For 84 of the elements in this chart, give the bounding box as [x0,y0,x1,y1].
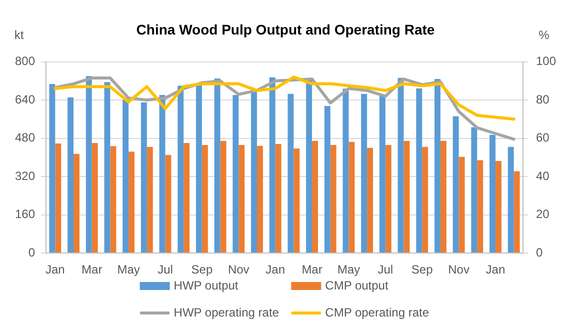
y2-tick-label: 60 [536,130,550,145]
bar [361,94,368,252]
bar [458,156,465,252]
bar [288,94,294,252]
bar [294,148,300,252]
bar [74,154,80,252]
bar [104,82,110,252]
x-tick-label: Jul [158,262,173,277]
y-tick-label: 480 [14,130,36,145]
bar [495,160,502,252]
bar [342,88,349,252]
x-tick-label: Jan [486,262,506,277]
bar [452,116,459,252]
x-tick-label: May [337,262,360,277]
bar [128,152,135,252]
bar [404,140,410,252]
bar [140,102,147,252]
x-tick-label: Mar [302,262,322,277]
y2-tick-label: 0 [536,245,543,260]
y2-tick-label: 40 [536,168,550,183]
bar [422,146,428,252]
bar [238,144,245,252]
bar [416,88,422,252]
bar [202,144,208,252]
bar [55,144,62,252]
bar [440,140,446,252]
bar [184,143,190,252]
bar [477,160,484,252]
bar [514,171,520,252]
bar [232,95,239,252]
bar [146,146,153,252]
bar [275,144,282,252]
bar [324,106,330,252]
bar [159,95,166,252]
bar [508,146,514,252]
bar [92,143,98,252]
x-tick-label: Jul [378,262,394,277]
bar [220,140,226,252]
y-tick-label: 160 [14,207,36,222]
y2-tick-label: 20 [536,207,550,222]
bar [110,146,116,252]
chart-title: China Wood Pulp Output and Operating Rate [136,21,435,38]
bar [385,144,392,252]
bar [269,77,276,252]
x-tick-label: Nov [228,262,250,277]
x-tick-label: Jan [266,262,286,277]
y-tick-label: 0 [28,245,36,260]
bar [256,146,263,252]
bar [165,155,172,252]
legend-label: CMP output [325,278,389,292]
x-tick-label: Sep [411,262,434,277]
bar [214,78,220,252]
bar [330,144,336,252]
bar [86,76,92,252]
y-axis-title: kt [14,28,24,42]
bar [367,148,374,252]
y-tick-label: 800 [14,54,36,68]
y2-tick-label: 80 [536,92,550,106]
bar [434,79,440,252]
x-tick-label: Jan [45,262,65,277]
bar [398,78,404,252]
x-tick-label: Mar [82,262,102,277]
y2-axis-title: % [538,28,550,42]
bar [178,86,184,252]
bar [49,84,56,252]
legend-label: HWP operating rate [174,305,280,320]
bar [471,127,478,252]
bar [490,134,496,252]
bar [312,140,318,252]
y-tick-label: 320 [14,168,36,183]
bar [379,95,386,252]
x-tick-label: May [117,262,140,277]
bar [68,97,74,252]
legend-label: CMP operating rate [325,305,430,320]
bar [122,100,129,252]
y2-tick-label: 100 [536,54,556,68]
bar [251,92,257,252]
legend-label: HWP output [174,278,239,292]
bar [348,142,355,252]
y-tick-label: 640 [14,92,36,106]
x-tick-label: Nov [448,262,470,277]
bar [306,78,312,252]
bar [196,84,202,252]
x-tick-label: Sep [191,262,213,277]
